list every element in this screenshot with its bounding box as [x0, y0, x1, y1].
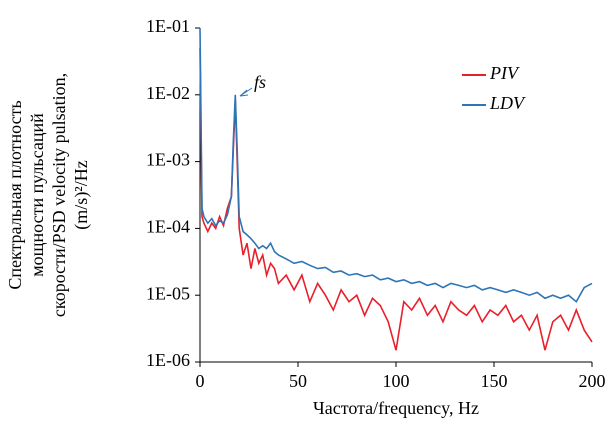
series-line: [199, 27, 593, 303]
series-line: [199, 48, 593, 351]
x-tick-label: 150: [481, 371, 508, 391]
x-axis-title: Частота/frequency, Hz: [313, 398, 479, 418]
x-tick-label: 0: [196, 371, 205, 391]
legend-label: PIV: [489, 63, 520, 83]
y-tick-label: 1E-01: [146, 16, 190, 36]
y-axis-title-line: мощности пульсаций: [27, 113, 47, 277]
x-tick-label: 100: [383, 371, 410, 391]
annotation-arrowhead: [239, 89, 249, 97]
y-axis-title: Спектральная плотность мощности пульсаций…: [5, 73, 92, 317]
y-tick-label: 1E-03: [146, 150, 190, 170]
y-axis-title-line: скорости/PSD velocity pulsation,: [49, 73, 69, 317]
x-tick-label: 200: [579, 371, 606, 391]
annotation: fs: [254, 72, 266, 92]
y-tick-label: 1E-02: [146, 83, 190, 103]
y-tick-label: 1E-04: [146, 217, 190, 237]
y-tick-label: 1E-06: [146, 350, 190, 370]
legend-label: LDV: [489, 93, 526, 113]
y-tick-label: 1E-05: [146, 283, 190, 303]
y-axis-title-line: (m/s)²/Hz: [71, 160, 92, 229]
x-tick-label: 50: [289, 371, 307, 391]
y-axis-title-line: Спектральная плотность: [5, 100, 25, 289]
